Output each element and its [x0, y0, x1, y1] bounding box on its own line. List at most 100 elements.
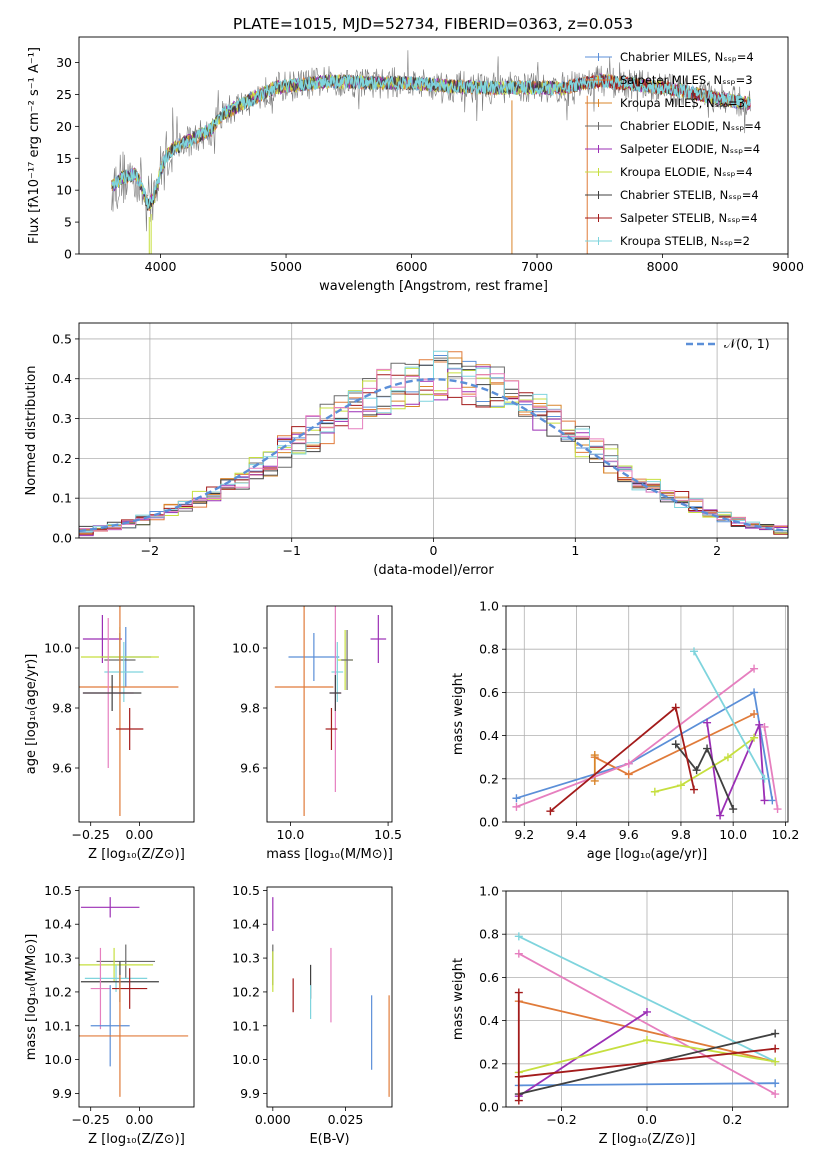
weight-marker-kroupa_elodie [750, 733, 759, 742]
mass_weight_vs_age-xtick-label: 9.2 [514, 827, 534, 842]
spectrum-ytick-label: 15 [56, 151, 72, 166]
residuals-ytick-label: 0.4 [52, 371, 72, 386]
mass_vs_z-ytick-label: 10.3 [44, 951, 72, 966]
weight-line-salpeter_stelib [518, 1047, 776, 1078]
mass_vs_z-xlabel: Z [log₁₀(Z/Z⊙)] [88, 1132, 185, 1147]
mass_vs_ebv-ytick-label: 10.5 [232, 883, 260, 898]
residuals-ytick-label: 0.5 [52, 331, 72, 346]
weight-line-salpeter_elodie [706, 722, 766, 819]
mass_weight_vs_z-xtick-label: 0.2 [723, 1112, 743, 1127]
residuals-xtick-label: 0 [430, 543, 438, 558]
weight-marker-salpeter_stelib [771, 1044, 780, 1053]
weight-marker-pink [773, 805, 782, 814]
spectrum-ylabel: Flux [fλ10⁻¹⁷ erg cm⁻² s⁻¹ A⁻¹] [27, 47, 42, 244]
weight-line-pink [516, 667, 755, 808]
weight-marker-kroupa_elodie [723, 753, 732, 762]
mass_weight_vs_age-xtick-label: 9.4 [567, 827, 587, 842]
legend-label-chabrier_elodie: Chabrier ELODIE, Nₛₛₚ=4 [620, 119, 761, 133]
weight-marker-salpeter_elodie [703, 718, 712, 727]
mass_weight_vs_age-ytick-label: 0.8 [479, 642, 499, 657]
age_vs_z-ytick-label: 10.0 [44, 641, 72, 656]
weight-marker-pink [771, 1090, 780, 1099]
spectrum-panel: 4000 5000 6000 7000 8000 9000 0 5 10 15 20 25 30 wave… [27, 36, 804, 294]
mass_vs_z-frame [78, 886, 195, 1108]
residuals-ytick-label: 0.2 [52, 451, 72, 466]
spectrum-model-kroupa_stelib [111, 74, 751, 209]
legend-label-chabrier_miles: Chabrier MILES, Nₛₛₚ=4 [620, 50, 754, 64]
mass_vs_ebv-ytick-label: 10.0 [232, 1052, 260, 1067]
weight-line-salpeter_miles [518, 1000, 776, 1063]
mass_weight_vs_age-ylabel: mass weight [451, 673, 466, 755]
mass_vs_z-ytick-label: 10.4 [44, 917, 72, 932]
mass_weight_vs_age-xlabel: age [log₁₀(age/yr)] [587, 847, 708, 862]
age_vs_mass-ytick-label: 10.0 [232, 641, 260, 656]
mass_weight_vs_age-ytick-label: 0.4 [479, 728, 499, 743]
weight-marker-pink [760, 722, 769, 731]
age_vs_mass-ytick-label: 9.6 [240, 761, 260, 776]
weight-marker-salpeter_elodie [760, 796, 769, 805]
age_vs_z-xlabel: Z [log₁₀(Z/Z⊙)] [88, 847, 185, 862]
weight-marker-salpeter_stelib [546, 807, 555, 816]
residuals-frame [78, 322, 789, 539]
legend-label-kroupa_stelib: Kroupa STELIB, Nₛₛₚ=2 [620, 234, 750, 248]
spectrum-ytick-label: 0 [64, 247, 72, 262]
mass_weight_vs_z-xtick-label: 0.0 [637, 1112, 657, 1127]
legend-label-salpeter_elodie: Salpeter ELODIE, Nₛₛₚ=4 [620, 142, 760, 156]
residuals-ytick-label: 0.1 [52, 491, 72, 506]
mass_weight_vs_z-ytick-label: 0.8 [479, 927, 499, 942]
weight-marker-kroupa_elodie [643, 1036, 651, 1045]
age_vs_mass-xlabel: mass [log₁₀(M/M⊙)] [266, 847, 393, 862]
weight-marker-chabrier_stelib [703, 744, 712, 753]
weight-marker-chabrier_stelib [692, 766, 701, 775]
weight-marker-salpeter_miles [750, 710, 759, 718]
weight-line-kroupa_stelib [693, 650, 766, 780]
weight-marker-pink [750, 664, 759, 673]
weight-marker-salpeter_elodie [643, 1007, 651, 1016]
weight-line-salpeter_stelib [549, 705, 695, 812]
weight-marker-kroupa_elodie [676, 781, 685, 790]
residuals-xtick-label: 1 [571, 543, 579, 558]
age_vs_mass-frame [266, 605, 393, 823]
age_vs_z-panel: −0.25 0.00 9.6 9.8 10.0 Z [log₁₀(Z/Z⊙)] age [l… [24, 605, 195, 862]
spectrum-xtick-label: 4000 [145, 259, 177, 274]
weight-marker-kroupa_elodie [650, 787, 659, 796]
mass_weight_vs_age-ytick-label: 1.0 [479, 599, 499, 614]
mass_vs_z-ytick-label: 10.0 [44, 1052, 72, 1067]
spectrum-xtick-label: 7000 [521, 259, 553, 274]
age_vs_mass-ytick-label: 9.8 [240, 701, 260, 716]
spectrum-ytick-label: 30 [56, 55, 72, 70]
age_vs_z-xtick-label: −0.25 [72, 827, 110, 842]
age_vs_mass-xtick-label: 10.0 [277, 827, 305, 842]
mass_vs_ebv-ytick-label: 9.9 [240, 1086, 260, 1101]
mass_weight_vs_z-panel: −0.2 0.0 0.2 0.0 0.2 0.4 0.6 0.8 1.0 Z [log₁₀(Z/Z… [451, 884, 789, 1147]
weight-line-chabrier_stelib [674, 743, 735, 810]
spectrum-xtick-label: 9000 [772, 259, 804, 274]
spectrum-frame [78, 36, 789, 255]
mass_weight_vs_z-xlabel: Z [log₁₀(Z/Z⊙)] [599, 1132, 696, 1147]
weight-line-chabrier_miles [518, 1082, 776, 1087]
mass_weight_vs_z-ytick-label: 0.6 [479, 970, 499, 985]
spectrum-xtick-label: 8000 [647, 259, 679, 274]
age_vs_z-frame [78, 605, 195, 823]
spectrum-ytick-label: 20 [56, 119, 72, 134]
weight-marker-pink [514, 949, 523, 958]
mass_weight_vs_z-ytick-label: 0.0 [479, 1100, 499, 1115]
mass_vs_ebv-ytick-label: 10.1 [232, 1018, 260, 1033]
spectrum-ytick-label: 25 [56, 87, 72, 102]
residuals-xtick-label: −2 [141, 543, 159, 558]
spectrum-ytick-label: 5 [64, 215, 72, 230]
mass_weight_vs_age-frame [505, 605, 789, 823]
weight-marker-kroupa_stelib [514, 932, 523, 941]
residuals-xlabel: (data-model)/error [373, 563, 494, 578]
weight-marker-salpeter_miles [624, 770, 633, 779]
mass_vs_ebv-ytick-label: 10.2 [232, 984, 260, 999]
age_vs_mass-panel: 10.0 10.5 9.6 9.8 10.0 mass [log₁₀(M/M⊙)] [232, 605, 402, 862]
weight-marker-chabrier_miles [750, 688, 759, 697]
gaussian-reference-curve [79, 378, 788, 533]
weight-marker-chabrier_miles [768, 796, 777, 805]
mass_weight_vs_age-xtick-label: 9.6 [619, 827, 639, 842]
mass_vs_z-xtick-label: −0.25 [72, 1112, 110, 1127]
mass_weight_vs_age-xtick-label: 10.0 [719, 827, 747, 842]
legend-label-salpeter_miles: Salpeter MILES, Nₛₛₚ=3 [620, 73, 753, 87]
